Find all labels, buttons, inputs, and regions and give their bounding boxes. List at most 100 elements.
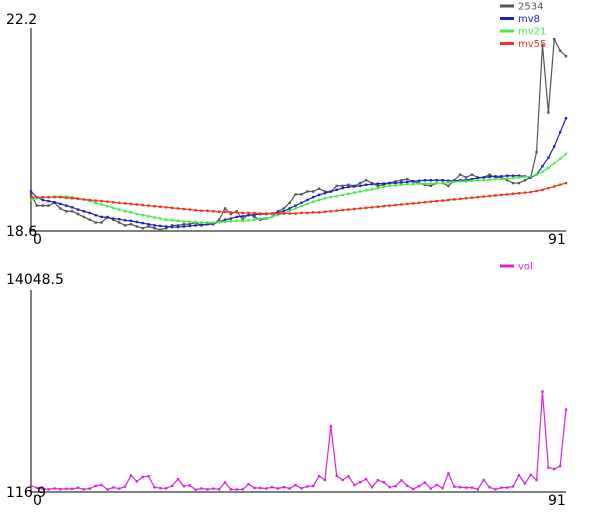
data-point-vol bbox=[165, 487, 168, 490]
data-point-vol bbox=[306, 485, 309, 488]
data-point-mv8 bbox=[147, 223, 150, 226]
data-point-mv8 bbox=[229, 217, 233, 220]
data-point-vol bbox=[447, 472, 450, 475]
data-point-2534 bbox=[523, 179, 527, 182]
data-point-mv8 bbox=[47, 199, 50, 203]
data-point-vol bbox=[376, 479, 380, 482]
data-point-mv8 bbox=[394, 181, 397, 185]
data-point-mv55 bbox=[59, 195, 62, 199]
data-point-mv21 bbox=[106, 204, 109, 208]
data-point-vol bbox=[494, 488, 497, 491]
data-point-vol bbox=[453, 485, 456, 488]
data-point-mv55 bbox=[317, 211, 321, 214]
data-point-mv8 bbox=[382, 182, 385, 185]
data-point-mv21 bbox=[388, 184, 391, 188]
data-point-mv8 bbox=[423, 179, 427, 182]
data-point-mv55 bbox=[441, 199, 444, 202]
data-point-vol bbox=[429, 487, 432, 490]
data-point-mv21 bbox=[341, 193, 344, 197]
data-point-mv55 bbox=[200, 209, 203, 212]
data-point-mv8 bbox=[100, 215, 103, 219]
data-point-mv55 bbox=[458, 197, 462, 201]
data-point-2534 bbox=[558, 49, 562, 52]
data-point-2534 bbox=[447, 184, 450, 188]
data-point-mv55 bbox=[259, 212, 262, 215]
data-point-mv8 bbox=[200, 223, 203, 226]
data-point-mv8 bbox=[300, 201, 303, 205]
data-point-vol bbox=[53, 487, 56, 490]
legend-label-vol: vol bbox=[518, 262, 533, 273]
data-point-mv8 bbox=[29, 190, 33, 193]
data-point-2534 bbox=[41, 204, 44, 207]
legend-label-mv8: mv8 bbox=[518, 14, 540, 25]
data-point-mv55 bbox=[188, 208, 191, 211]
data-point-mv55 bbox=[141, 203, 144, 207]
data-point-2534 bbox=[253, 215, 256, 219]
data-point-mv55 bbox=[506, 193, 509, 196]
data-point-mv21 bbox=[547, 166, 550, 170]
data-point-mv21 bbox=[541, 170, 544, 173]
data-point-2534 bbox=[294, 193, 297, 196]
data-point-vol bbox=[317, 474, 321, 478]
data-point-mv21 bbox=[453, 180, 456, 184]
data-point-mv21 bbox=[270, 215, 274, 219]
data-point-mv8 bbox=[65, 204, 68, 207]
data-point-vol bbox=[65, 487, 68, 490]
data-point-mv55 bbox=[394, 203, 397, 207]
data-point-mv8 bbox=[317, 193, 321, 197]
data-point-mv8 bbox=[341, 186, 344, 190]
data-point-vol bbox=[300, 487, 303, 490]
data-point-mv8 bbox=[41, 198, 44, 202]
data-point-mv8 bbox=[159, 224, 162, 228]
data-point-vol bbox=[558, 464, 562, 468]
data-point-2534 bbox=[129, 223, 133, 226]
data-point-mv55 bbox=[370, 206, 374, 209]
data-point-mv55 bbox=[364, 206, 368, 210]
data-point-mv55 bbox=[335, 209, 338, 212]
data-point-vol bbox=[235, 488, 238, 491]
data-point-mv55 bbox=[429, 200, 432, 203]
data-point-mv21 bbox=[194, 220, 197, 224]
data-point-vol bbox=[541, 390, 544, 393]
data-point-2534 bbox=[300, 193, 303, 196]
data-point-mv55 bbox=[212, 210, 215, 213]
volume-y-min-label: 116.9 bbox=[6, 485, 46, 501]
data-point-mv55 bbox=[100, 199, 103, 203]
data-point-vol bbox=[135, 480, 139, 483]
data-point-vol bbox=[153, 486, 156, 489]
data-point-2534 bbox=[29, 193, 33, 196]
data-point-mv21 bbox=[29, 198, 33, 202]
data-point-mv55 bbox=[276, 212, 280, 215]
data-point-mv21 bbox=[441, 181, 444, 185]
data-point-mv8 bbox=[359, 184, 362, 188]
data-point-mv55 bbox=[547, 186, 550, 190]
data-point-2534 bbox=[312, 190, 315, 193]
data-point-2534 bbox=[429, 184, 432, 188]
data-point-vol bbox=[47, 488, 50, 491]
data-point-mv21 bbox=[235, 219, 238, 223]
data-point-mv21 bbox=[506, 177, 509, 180]
data-point-vol bbox=[206, 488, 209, 491]
data-point-mv8 bbox=[282, 210, 285, 213]
data-point-mv55 bbox=[470, 196, 474, 199]
data-point-mv55 bbox=[476, 195, 480, 199]
data-point-2534 bbox=[341, 184, 344, 188]
data-point-mv55 bbox=[411, 202, 415, 205]
data-point-mv21 bbox=[364, 189, 368, 192]
data-point-mv55 bbox=[47, 195, 50, 199]
data-point-mv21 bbox=[141, 214, 144, 217]
data-point-mv21 bbox=[288, 209, 291, 212]
data-point-mv55 bbox=[165, 206, 168, 209]
data-point-vol bbox=[147, 474, 150, 478]
volume-x-first-label: 0 bbox=[33, 493, 42, 509]
data-point-mv21 bbox=[123, 210, 127, 213]
data-point-mv55 bbox=[88, 198, 91, 202]
data-point-mv55 bbox=[423, 201, 427, 204]
data-point-vol bbox=[270, 485, 274, 489]
series-line-mv55 bbox=[31, 182, 567, 215]
data-point-mv55 bbox=[241, 211, 244, 215]
data-point-mv55 bbox=[400, 203, 403, 206]
data-point-mv55 bbox=[41, 195, 44, 199]
data-point-mv8 bbox=[165, 225, 168, 228]
data-point-2534 bbox=[511, 181, 515, 185]
